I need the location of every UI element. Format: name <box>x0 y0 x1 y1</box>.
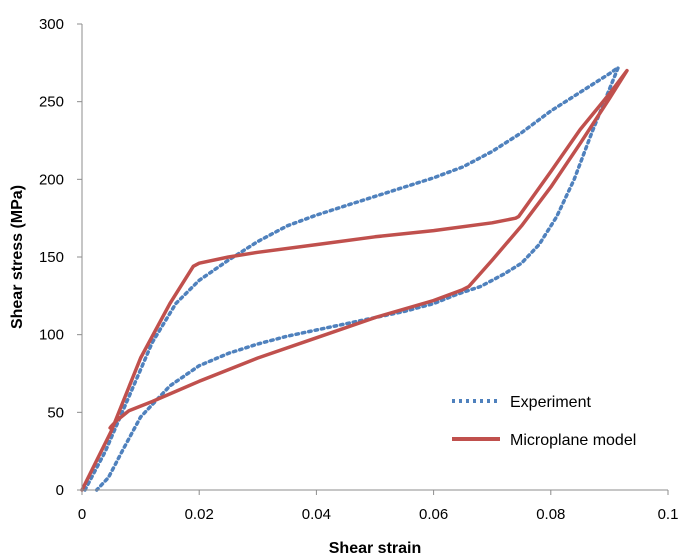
y-tick-label: 100 <box>39 327 64 344</box>
x-axis-title: Shear strain <box>329 540 421 557</box>
x-tick-label: 0 <box>78 506 86 523</box>
series-line-experiment <box>83 65 620 492</box>
x-tick-label: 0.1 <box>658 506 679 523</box>
y-tick-label: 50 <box>47 404 64 421</box>
x-tick-label: 0.04 <box>302 506 331 523</box>
x-tick-label: 0.08 <box>536 506 565 523</box>
legend: Experiment Microplane model <box>452 394 636 449</box>
x-tick-label: 0.06 <box>419 506 448 523</box>
y-axis-title: Shear stress (MPa) <box>9 185 26 329</box>
y-tick-label: 0 <box>56 482 64 499</box>
x-tick-label: 0.02 <box>185 506 214 523</box>
y-tick-label: 200 <box>39 171 64 188</box>
plot-area <box>80 65 629 492</box>
y-axis-ticks: 0 50 100 150 200 250 300 <box>39 16 82 499</box>
y-tick-label: 250 <box>39 94 64 111</box>
series-line-microplane-model <box>80 68 629 492</box>
x-axis-ticks: 0 0.02 0.04 0.06 0.08 0.1 <box>78 490 679 523</box>
y-tick-label: 150 <box>39 249 64 266</box>
legend-label-experiment: Experiment <box>510 394 591 411</box>
legend-label-microplane: Microplane model <box>510 432 636 449</box>
y-tick-label: 300 <box>39 16 64 33</box>
